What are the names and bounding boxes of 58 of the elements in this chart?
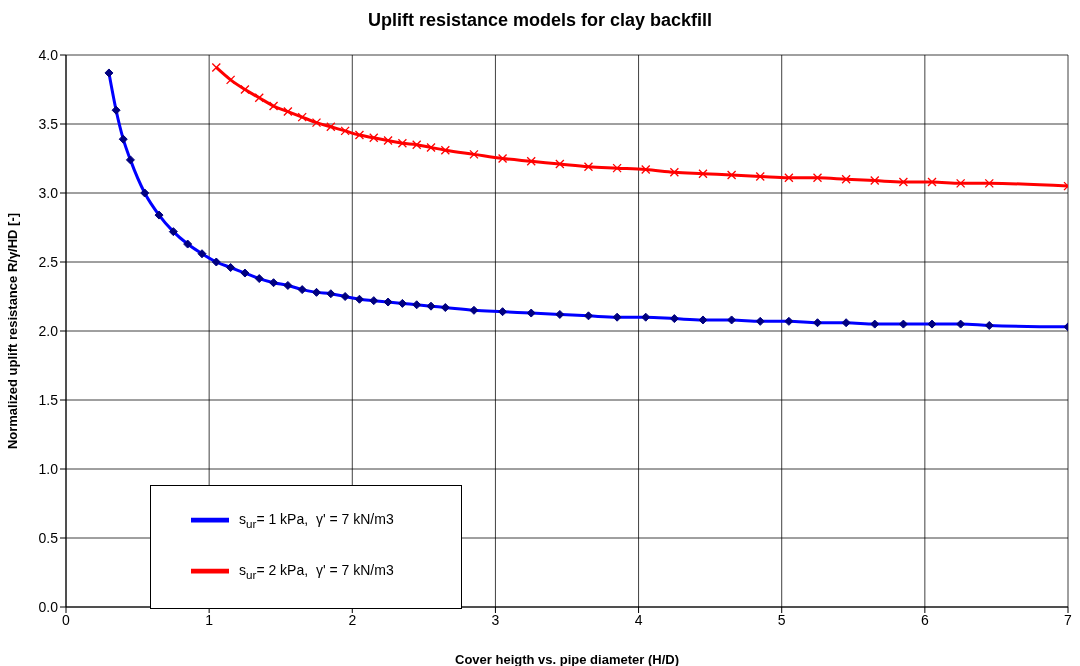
point bbox=[726, 170, 737, 180]
y-tick-label: 0.0 bbox=[38, 598, 59, 615]
point bbox=[340, 126, 350, 136]
y-axis-title: Normalized uplift resistance R/γ/HD [-] bbox=[4, 212, 20, 450]
legend-label: s$_{ur}$= 2 kPa, γ' = 7 kN/m3 bbox=[239, 561, 394, 581]
point bbox=[254, 93, 264, 103]
chart-title: Uplift resistance models for clay backfill bbox=[366, 10, 714, 31]
point bbox=[526, 156, 536, 166]
legend-label: s$_{ur}$= 1 kPa, γ' = 7 kN/m3 bbox=[239, 511, 394, 530]
x-tick-label: 7 bbox=[1064, 611, 1073, 628]
point bbox=[984, 178, 994, 188]
point bbox=[354, 130, 365, 140]
x-tick-label: 3 bbox=[491, 611, 500, 628]
x-tick-label: 0 bbox=[62, 611, 71, 628]
point bbox=[898, 177, 909, 187]
x-axis-title: Cover heigth vs. pipe diameter (H/D) bbox=[455, 652, 679, 666]
x-tick-label: 2 bbox=[348, 611, 357, 628]
point bbox=[784, 173, 794, 183]
point bbox=[283, 106, 293, 117]
y-tick-label: 1.0 bbox=[38, 460, 59, 477]
point bbox=[311, 117, 322, 128]
point bbox=[669, 167, 680, 177]
point bbox=[297, 112, 307, 122]
y-tick-label: 2.5 bbox=[38, 253, 59, 270]
point bbox=[326, 122, 336, 132]
point bbox=[698, 169, 708, 179]
point bbox=[755, 171, 765, 182]
point bbox=[612, 163, 622, 173]
y-tick-label: 1.5 bbox=[38, 391, 59, 408]
point bbox=[497, 153, 508, 164]
point bbox=[469, 149, 479, 160]
point bbox=[268, 101, 279, 111]
x-tick-label: 4 bbox=[634, 611, 643, 628]
point bbox=[870, 175, 880, 186]
y-tick-label: 0.5 bbox=[38, 529, 59, 546]
point bbox=[927, 177, 937, 187]
point bbox=[641, 164, 651, 175]
x-tick-label: 5 bbox=[777, 611, 786, 628]
point bbox=[412, 140, 422, 150]
point bbox=[440, 145, 450, 155]
y-tick-label: 3.5 bbox=[38, 115, 59, 132]
point bbox=[240, 84, 250, 95]
x-tick-label: 6 bbox=[920, 611, 929, 628]
point bbox=[583, 162, 594, 172]
point bbox=[211, 62, 221, 73]
point bbox=[812, 173, 823, 183]
point bbox=[555, 159, 565, 169]
point bbox=[369, 133, 379, 143]
point bbox=[955, 178, 966, 188]
point bbox=[225, 75, 236, 85]
y-tick-label: 4.0 bbox=[38, 46, 59, 63]
y-tick-label: 3.0 bbox=[38, 184, 59, 201]
point bbox=[426, 142, 436, 153]
y-tick-label: 2.0 bbox=[38, 322, 59, 339]
x-tick-label: 1 bbox=[205, 611, 214, 628]
point bbox=[383, 135, 393, 146]
point bbox=[841, 174, 851, 184]
point bbox=[397, 138, 408, 148]
